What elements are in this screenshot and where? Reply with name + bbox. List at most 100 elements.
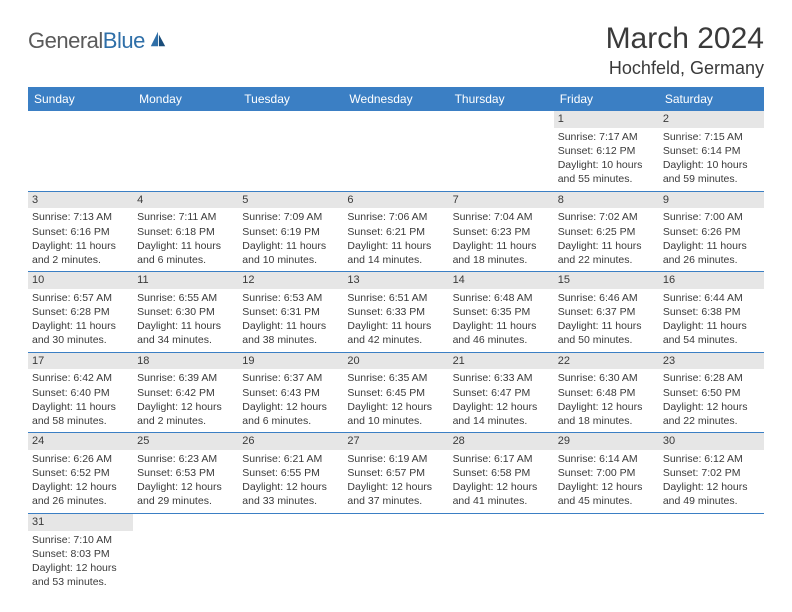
daylight-text: and 46 minutes.: [453, 333, 550, 347]
day-cell: 5Sunrise: 7:09 AMSunset: 6:19 PMDaylight…: [238, 192, 343, 272]
daylight-text: and 37 minutes.: [347, 494, 444, 508]
day-number: 24: [28, 433, 133, 450]
sunset-text: Sunset: 6:42 PM: [137, 386, 234, 400]
daylight-text: and 14 minutes.: [347, 253, 444, 267]
daylight-text: Daylight: 12 hours: [453, 400, 550, 414]
daylight-text: and 53 minutes.: [32, 575, 129, 589]
day-number: 9: [659, 192, 764, 209]
day-cell: 12Sunrise: 6:53 AMSunset: 6:31 PMDayligh…: [238, 272, 343, 352]
weekday-header: Wednesday: [343, 87, 448, 111]
day-number: 8: [554, 192, 659, 209]
day-cell: 29Sunrise: 6:14 AMSunset: 7:00 PMDayligh…: [554, 433, 659, 513]
day-number: 29: [554, 433, 659, 450]
day-cell-empty: [554, 514, 659, 594]
sunset-text: Sunset: 6:30 PM: [137, 305, 234, 319]
daylight-text: and 26 minutes.: [32, 494, 129, 508]
daylight-text: Daylight: 11 hours: [558, 319, 655, 333]
day-cell: 17Sunrise: 6:42 AMSunset: 6:40 PMDayligh…: [28, 353, 133, 433]
daylight-text: Daylight: 11 hours: [663, 239, 760, 253]
daylight-text: and 22 minutes.: [663, 414, 760, 428]
daylight-text: Daylight: 11 hours: [347, 239, 444, 253]
month-title: March 2024: [606, 22, 764, 56]
day-cell-empty: [28, 111, 133, 191]
day-cell: 27Sunrise: 6:19 AMSunset: 6:57 PMDayligh…: [343, 433, 448, 513]
day-cell-empty: [238, 111, 343, 191]
daylight-text: and 45 minutes.: [558, 494, 655, 508]
daylight-text: and 29 minutes.: [137, 494, 234, 508]
weekday-header: Sunday: [28, 87, 133, 111]
day-number: 13: [343, 272, 448, 289]
daylight-text: Daylight: 12 hours: [242, 400, 339, 414]
week-row: 3Sunrise: 7:13 AMSunset: 6:16 PMDaylight…: [28, 192, 764, 273]
day-number: 19: [238, 353, 343, 370]
day-cell: 14Sunrise: 6:48 AMSunset: 6:35 PMDayligh…: [449, 272, 554, 352]
sunrise-text: Sunrise: 7:13 AM: [32, 210, 129, 224]
day-number: 11: [133, 272, 238, 289]
sunrise-text: Sunrise: 6:55 AM: [137, 291, 234, 305]
daylight-text: and 49 minutes.: [663, 494, 760, 508]
weekday-header-row: SundayMondayTuesdayWednesdayThursdayFrid…: [28, 87, 764, 111]
daylight-text: Daylight: 12 hours: [663, 400, 760, 414]
day-cell: 4Sunrise: 7:11 AMSunset: 6:18 PMDaylight…: [133, 192, 238, 272]
daylight-text: and 10 minutes.: [347, 414, 444, 428]
day-number: 22: [554, 353, 659, 370]
day-cell: 11Sunrise: 6:55 AMSunset: 6:30 PMDayligh…: [133, 272, 238, 352]
daylight-text: and 30 minutes.: [32, 333, 129, 347]
sunset-text: Sunset: 7:00 PM: [558, 466, 655, 480]
daylight-text: Daylight: 11 hours: [453, 319, 550, 333]
daylight-text: Daylight: 11 hours: [137, 239, 234, 253]
sunrise-text: Sunrise: 6:23 AM: [137, 452, 234, 466]
sunrise-text: Sunrise: 6:42 AM: [32, 371, 129, 385]
sunrise-text: Sunrise: 7:04 AM: [453, 210, 550, 224]
weekday-header: Monday: [133, 87, 238, 111]
sunrise-text: Sunrise: 6:44 AM: [663, 291, 760, 305]
day-cell: 19Sunrise: 6:37 AMSunset: 6:43 PMDayligh…: [238, 353, 343, 433]
day-cell: 8Sunrise: 7:02 AMSunset: 6:25 PMDaylight…: [554, 192, 659, 272]
sunset-text: Sunset: 6:52 PM: [32, 466, 129, 480]
daylight-text: and 22 minutes.: [558, 253, 655, 267]
day-number: 5: [238, 192, 343, 209]
daylight-text: and 2 minutes.: [32, 253, 129, 267]
sunrise-text: Sunrise: 7:17 AM: [558, 130, 655, 144]
daylight-text: Daylight: 11 hours: [32, 400, 129, 414]
sunset-text: Sunset: 6:19 PM: [242, 225, 339, 239]
daylight-text: and 26 minutes.: [663, 253, 760, 267]
daylight-text: and 54 minutes.: [663, 333, 760, 347]
day-cell: 18Sunrise: 6:39 AMSunset: 6:42 PMDayligh…: [133, 353, 238, 433]
sunset-text: Sunset: 6:50 PM: [663, 386, 760, 400]
daylight-text: Daylight: 10 hours: [558, 158, 655, 172]
header: General Blue March 2024 Hochfeld, German…: [0, 0, 792, 87]
sunrise-text: Sunrise: 6:30 AM: [558, 371, 655, 385]
daylight-text: Daylight: 11 hours: [242, 319, 339, 333]
sunset-text: Sunset: 6:28 PM: [32, 305, 129, 319]
sunset-text: Sunset: 6:35 PM: [453, 305, 550, 319]
sunrise-text: Sunrise: 6:35 AM: [347, 371, 444, 385]
daylight-text: Daylight: 11 hours: [453, 239, 550, 253]
day-number: 20: [343, 353, 448, 370]
day-cell: 2Sunrise: 7:15 AMSunset: 6:14 PMDaylight…: [659, 111, 764, 191]
sunset-text: Sunset: 6:45 PM: [347, 386, 444, 400]
day-cell: 1Sunrise: 7:17 AMSunset: 6:12 PMDaylight…: [554, 111, 659, 191]
day-cell: 3Sunrise: 7:13 AMSunset: 6:16 PMDaylight…: [28, 192, 133, 272]
daylight-text: and 59 minutes.: [663, 172, 760, 186]
sunset-text: Sunset: 6:12 PM: [558, 144, 655, 158]
sunset-text: Sunset: 6:21 PM: [347, 225, 444, 239]
sunrise-text: Sunrise: 6:39 AM: [137, 371, 234, 385]
sail-icon: [149, 30, 167, 48]
sunset-text: Sunset: 6:53 PM: [137, 466, 234, 480]
logo-text-blue: Blue: [103, 28, 145, 54]
day-number: 31: [28, 514, 133, 531]
day-cell: 9Sunrise: 7:00 AMSunset: 6:26 PMDaylight…: [659, 192, 764, 272]
sunrise-text: Sunrise: 6:28 AM: [663, 371, 760, 385]
day-number: 18: [133, 353, 238, 370]
title-block: March 2024 Hochfeld, Germany: [606, 22, 764, 79]
day-number: 16: [659, 272, 764, 289]
daylight-text: Daylight: 11 hours: [32, 239, 129, 253]
daylight-text: and 2 minutes.: [137, 414, 234, 428]
weekday-header: Thursday: [449, 87, 554, 111]
day-cell: 13Sunrise: 6:51 AMSunset: 6:33 PMDayligh…: [343, 272, 448, 352]
sunset-text: Sunset: 6:31 PM: [242, 305, 339, 319]
location: Hochfeld, Germany: [606, 58, 764, 79]
sunset-text: Sunset: 6:23 PM: [453, 225, 550, 239]
day-number: 10: [28, 272, 133, 289]
